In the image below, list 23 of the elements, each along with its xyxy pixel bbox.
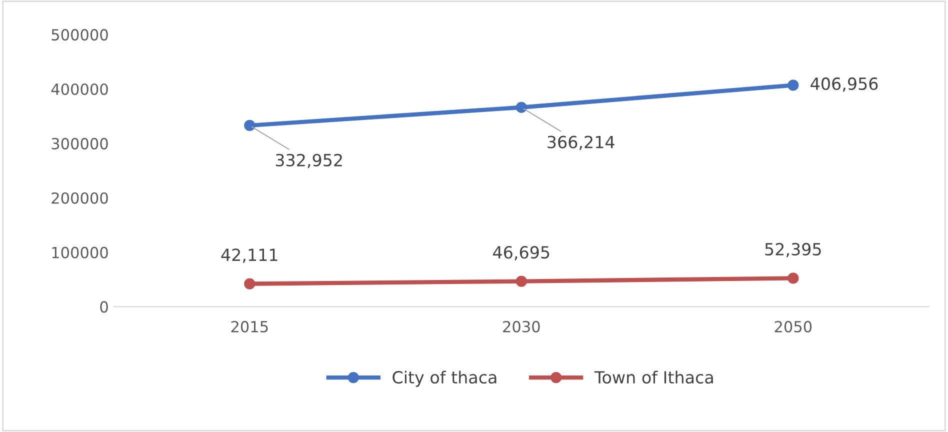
- data-label: 42,111: [221, 248, 278, 263]
- point: [516, 102, 527, 113]
- y-tick-label: 400000: [51, 83, 108, 96]
- legend-label: City of thaca: [392, 370, 496, 387]
- x-tick-label: 2030: [503, 320, 540, 332]
- data-label: 46,695: [493, 246, 550, 260]
- point: [788, 272, 799, 284]
- y-tick-label: 500000: [52, 29, 108, 41]
- data-label: 332,952: [276, 154, 342, 168]
- y-tick-label: 200000: [52, 192, 108, 204]
- point: [244, 278, 256, 290]
- point: [788, 80, 799, 91]
- x-tick-label: 2015: [231, 320, 268, 332]
- point: [244, 120, 256, 132]
- point: [516, 276, 527, 287]
- data-label: 366,214: [548, 136, 614, 150]
- x-tick-label: 2050: [774, 320, 812, 332]
- y-tick-label: 0: [100, 301, 108, 313]
- y-tick-label: 100000: [52, 246, 108, 258]
- data-label: 406,956: [810, 77, 878, 92]
- legend-label: Town of Ithaca: [594, 370, 713, 384]
- data-label: 52,395: [765, 242, 821, 258]
- y-tick-label: 300000: [52, 138, 108, 150]
